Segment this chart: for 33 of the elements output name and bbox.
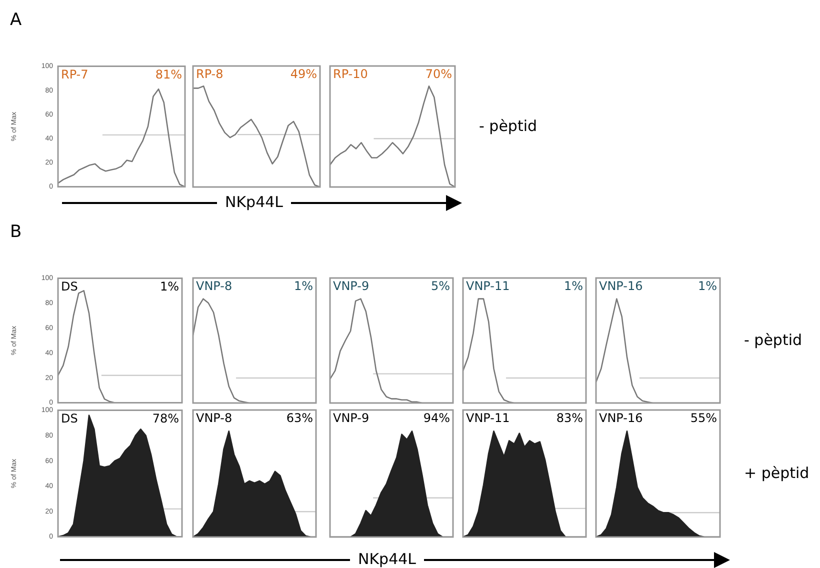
annotation: DS — [61, 411, 78, 426]
chart-title: A — [10, 10, 22, 30]
text: 83% — [556, 411, 583, 426]
text: 49% — [290, 67, 317, 82]
text: 1% — [564, 279, 583, 294]
annotation: RP-7 — [61, 67, 88, 82]
annotation: 1% — [160, 279, 179, 294]
text: VNP-9 — [333, 411, 370, 426]
text: - pèptid — [479, 116, 538, 134]
text: 63% — [286, 411, 313, 426]
text: 1% — [294, 279, 313, 294]
text: VNP-8 — [196, 411, 232, 426]
text: VNP-8 — [196, 279, 232, 294]
text: RP-8 — [196, 67, 224, 82]
x-axis-title: NKp44L — [217, 193, 292, 211]
text: + pèptid — [744, 464, 810, 482]
chart-title: B — [10, 222, 22, 242]
text: RP-10 — [333, 67, 368, 82]
text: VNP-9 — [333, 279, 370, 294]
x-axis-title: NKp44L — [350, 550, 424, 568]
text: VNP-11 — [466, 279, 510, 294]
text: 55% — [690, 411, 717, 426]
annotation: 81% — [155, 67, 182, 82]
text: VNP-11 — [466, 411, 510, 426]
text: - pèptid — [744, 330, 802, 348]
text: 94% — [423, 411, 450, 426]
text: 1% — [698, 279, 717, 294]
text: 70% — [425, 67, 452, 82]
text: VNP-16 — [599, 279, 643, 294]
text: VNP-16 — [599, 411, 643, 426]
annotation: 78% — [152, 411, 179, 426]
annotation: DS — [61, 279, 78, 294]
text: 5% — [430, 279, 450, 294]
